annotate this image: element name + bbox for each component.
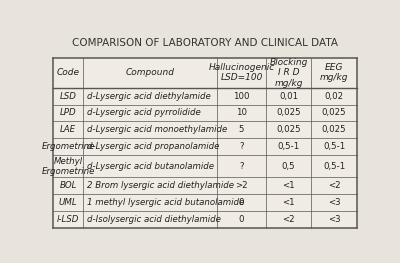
Text: Blocking
I R D
mg/kg: Blocking I R D mg/kg	[269, 58, 308, 88]
Text: Code: Code	[57, 68, 80, 77]
Text: ?: ?	[239, 162, 244, 171]
Text: <1: <1	[282, 181, 295, 190]
Text: d-Lysergic acid pyrrolidide: d-Lysergic acid pyrrolidide	[87, 109, 201, 118]
Text: <2: <2	[328, 181, 340, 190]
Text: 0,5-1: 0,5-1	[323, 142, 345, 151]
Text: UML: UML	[59, 198, 78, 207]
Text: Methyl
Ergometrine: Methyl Ergometrine	[42, 156, 95, 176]
Text: 0: 0	[239, 215, 244, 224]
Text: 0,02: 0,02	[324, 92, 344, 100]
Text: 1 methyl lysergic acid butanolamide: 1 methyl lysergic acid butanolamide	[87, 198, 244, 207]
Text: ?: ?	[239, 142, 244, 151]
Text: <3: <3	[328, 215, 340, 224]
Text: <1: <1	[282, 198, 295, 207]
Text: d-Lysergic acid propanolamide: d-Lysergic acid propanolamide	[87, 142, 220, 151]
Text: 0: 0	[239, 198, 244, 207]
Text: BOL: BOL	[60, 181, 77, 190]
Text: l-LSD: l-LSD	[57, 215, 80, 224]
Text: d-Lysergic acid monoethylamide: d-Lysergic acid monoethylamide	[87, 125, 228, 134]
Text: 0,5-1: 0,5-1	[323, 162, 345, 171]
Text: 0,025: 0,025	[276, 109, 301, 118]
Text: 0,01: 0,01	[279, 92, 298, 100]
Text: Hallucinogenic
LSD=100: Hallucinogenic LSD=100	[208, 63, 274, 83]
Text: <3: <3	[328, 198, 340, 207]
Text: LPD: LPD	[60, 109, 77, 118]
Text: 0,5: 0,5	[282, 162, 295, 171]
Text: LSD: LSD	[60, 92, 77, 100]
Text: 100: 100	[233, 92, 250, 100]
Text: 0,025: 0,025	[322, 125, 346, 134]
Text: >2: >2	[235, 181, 248, 190]
Text: 0,5-1: 0,5-1	[278, 142, 300, 151]
Text: 10: 10	[236, 109, 247, 118]
Text: d-Lysergic acid butanolamide: d-Lysergic acid butanolamide	[87, 162, 214, 171]
Text: 5: 5	[239, 125, 244, 134]
Text: Ergometrine: Ergometrine	[42, 142, 95, 151]
Text: 0,025: 0,025	[276, 125, 301, 134]
Text: EEG
mg/kg: EEG mg/kg	[320, 63, 348, 83]
Text: d-Lysergic acid diethylamide: d-Lysergic acid diethylamide	[87, 92, 211, 100]
Text: 2 Brom lysergic acid diethylamide: 2 Brom lysergic acid diethylamide	[87, 181, 234, 190]
Text: LAE: LAE	[60, 125, 76, 134]
Text: <2: <2	[282, 215, 295, 224]
Text: COMPARISON OF LABORATORY AND CLINICAL DATA: COMPARISON OF LABORATORY AND CLINICAL DA…	[72, 38, 338, 48]
Text: d-Isolysergic acid diethylamide: d-Isolysergic acid diethylamide	[87, 215, 221, 224]
Text: Compound: Compound	[126, 68, 175, 77]
Text: 0,025: 0,025	[322, 109, 346, 118]
